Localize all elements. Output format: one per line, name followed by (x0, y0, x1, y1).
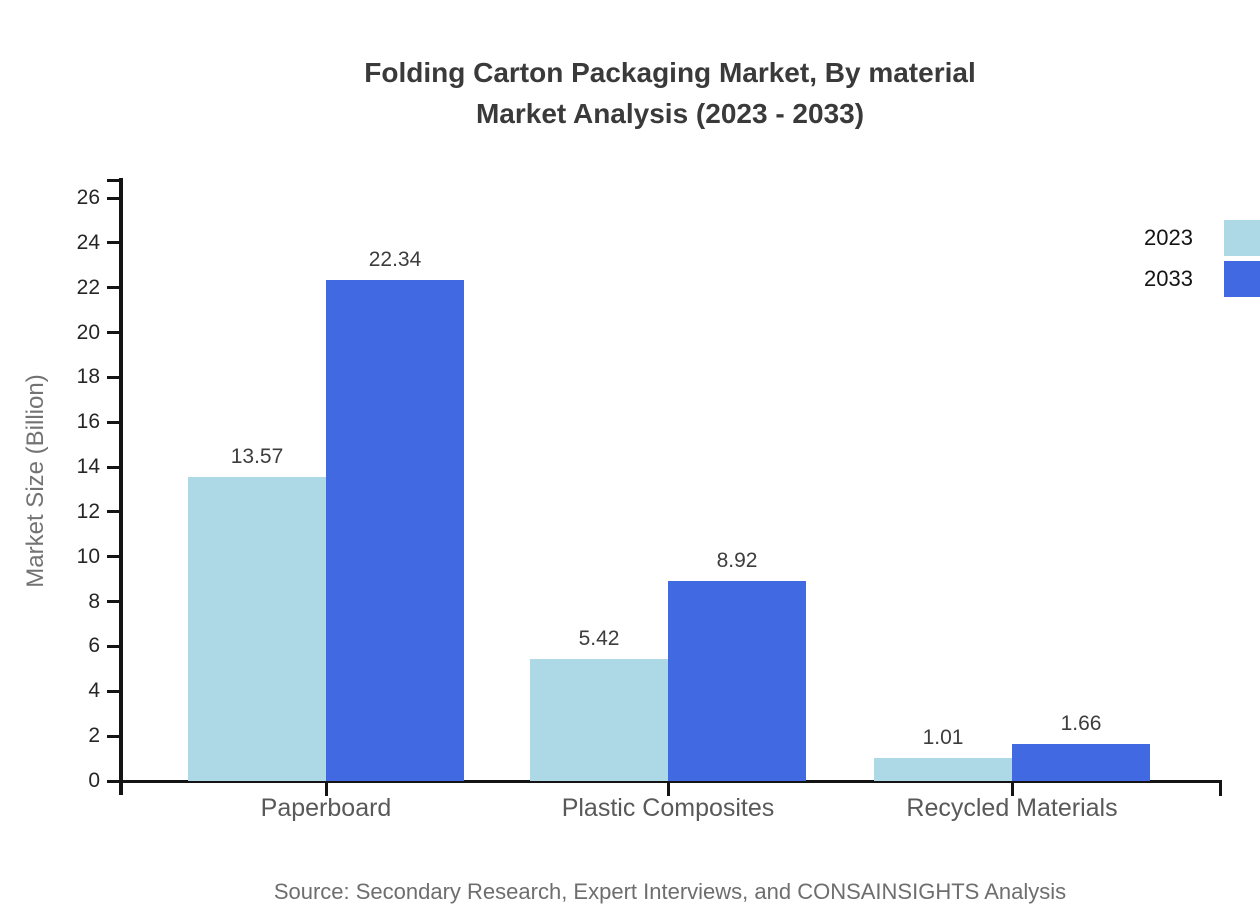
y-tick (107, 331, 119, 335)
legend-label-2023: 2023 (1144, 225, 1193, 250)
bar-value-label: 1.66 (1060, 711, 1102, 735)
y-tick-label: 20 (76, 320, 100, 344)
y-tick-label: 18 (76, 365, 100, 389)
y-tick-label: 22 (76, 275, 100, 299)
x-tick (324, 782, 328, 796)
bar-2023-recycled-materials (874, 758, 1012, 781)
y-tick-label: 14 (76, 455, 100, 479)
x-axis-endcap-tick (1219, 782, 1222, 796)
y-tick (107, 600, 119, 604)
source-note: Source: Secondary Research, Expert Inter… (273, 879, 1067, 904)
y-tick-label: 4 (88, 679, 100, 703)
y-tick-label: 0 (88, 769, 100, 792)
legend-item-2033: 2033 (1144, 261, 1260, 297)
y-tick-label: 16 (76, 410, 100, 434)
y-tick (107, 196, 119, 200)
legend-label-2033: 2033 (1144, 266, 1193, 291)
legend-swatch-2023 (1224, 220, 1260, 256)
bar-2023-plastic-composites (530, 659, 668, 781)
x-tick (1010, 782, 1014, 796)
legend-item-2023: 2023 (1144, 220, 1260, 256)
y-tick (107, 420, 119, 424)
y-axis-endcap-tick (107, 179, 119, 182)
bar-value-label: 5.42 (578, 627, 620, 651)
y-tick (107, 375, 119, 379)
bar-value-label: 8.92 (716, 548, 758, 572)
chart-title-line2: Market Analysis (2023 - 2033) (475, 98, 865, 129)
bar-2033-plastic-composites (668, 580, 806, 781)
bar-2033-recycled-materials (1012, 743, 1150, 781)
y-tick-label: 12 (76, 499, 100, 523)
y-tick (107, 510, 119, 514)
y-tick (107, 644, 119, 648)
y-tick (107, 241, 119, 245)
chart-title-line1: Folding Carton Packaging Market, By mate… (364, 57, 976, 88)
category-label-plastic-composites: Plastic Composites (561, 794, 775, 822)
bar-2033-paperboard (326, 280, 464, 781)
bar-value-label: 1.01 (922, 726, 964, 750)
y-tick (107, 734, 119, 738)
legend-swatch-2033 (1224, 261, 1260, 297)
y-tick (107, 689, 119, 693)
y-tick-label: 8 (88, 589, 100, 613)
bar-value-label: 22.34 (368, 248, 422, 272)
y-tick (107, 286, 119, 290)
y-tick-label: 24 (76, 230, 100, 254)
category-label-paperboard: Paperboard (260, 794, 392, 822)
y-axis-line (119, 178, 123, 795)
legend: 2023 2033 (1144, 220, 1260, 302)
x-axis-line (107, 779, 1222, 783)
y-tick-label: 10 (76, 544, 100, 568)
y-tick-label: 6 (88, 634, 100, 658)
x-tick (666, 782, 670, 796)
y-tick (107, 779, 119, 783)
y-tick-label: 2 (88, 724, 100, 748)
y-tick-label: 26 (76, 186, 100, 209)
y-tick (107, 555, 119, 559)
category-label-recycled-materials: Recycled Materials (906, 794, 1118, 822)
chart-title: Folding Carton Packaging Market, By mate… (118, 52, 1222, 134)
y-tick (107, 465, 119, 469)
bar-value-label: 13.57 (230, 444, 284, 468)
bar-2023-paperboard (188, 476, 326, 781)
